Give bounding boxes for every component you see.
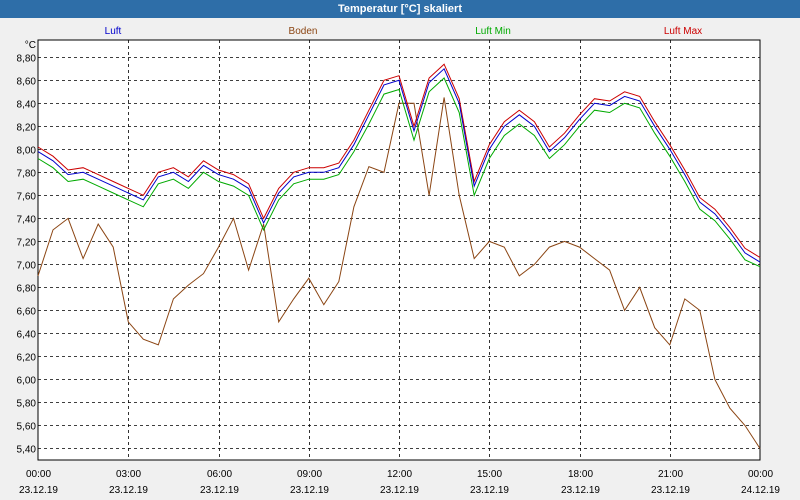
x-tick-date-label: 23.12.19 — [380, 485, 419, 496]
y-tick-label: 6,80 — [17, 284, 37, 295]
x-tick-date-label: 23.12.19 — [651, 485, 690, 496]
legend-entry-boden: Boden — [289, 26, 318, 37]
x-tick-date-label: 23.12.19 — [470, 485, 509, 496]
y-tick-label: 8,60 — [17, 77, 37, 88]
y-tick-label: 6,40 — [17, 330, 37, 341]
x-tick-date-label: 23.12.19 — [19, 485, 58, 496]
y-tick-label: 8,80 — [17, 54, 37, 65]
x-tick-time-label: 15:00 — [477, 469, 502, 480]
y-tick-label: 7,40 — [17, 215, 37, 226]
y-tick-label: 5,80 — [17, 399, 37, 410]
x-tick-time-label: 21:00 — [658, 469, 683, 480]
y-tick-label: 6,60 — [17, 307, 37, 318]
y-axis-unit-label: °C — [25, 40, 36, 51]
x-tick-time-label: 03:00 — [116, 469, 141, 480]
window-title: Temperatur [°C] skaliert — [0, 0, 800, 18]
series-line-luft — [37, 67, 761, 263]
legend-entry-luft-max: Luft Max — [664, 26, 702, 37]
y-tick-label: 8,20 — [17, 123, 37, 134]
y-tick-label: 5,40 — [17, 445, 37, 456]
x-tick-time-label: 12:00 — [387, 469, 412, 480]
x-tick-date-label: 23.12.19 — [561, 485, 600, 496]
series-line-luft-min — [37, 77, 761, 268]
legend-entry-luft: Luft — [105, 26, 122, 37]
x-tick-time-label: 00:00 — [748, 469, 773, 480]
y-tick-label: 6,00 — [17, 376, 37, 387]
x-tick-date-label: 23.12.19 — [109, 485, 148, 496]
y-tick-label: 5,60 — [17, 422, 37, 433]
y-tick-label: 8,40 — [17, 100, 37, 111]
legend-entry-luft-min: Luft Min — [475, 26, 511, 37]
y-tick-label: 7,80 — [17, 169, 37, 180]
series-line-luft-max — [37, 63, 761, 258]
x-tick-time-label: 00:00 — [26, 469, 51, 480]
plot-area — [37, 39, 761, 461]
x-tick-time-label: 18:00 — [568, 469, 593, 480]
y-tick-label: 7,60 — [17, 192, 37, 203]
y-tick-label: 7,20 — [17, 238, 37, 249]
x-tick-time-label: 09:00 — [297, 469, 322, 480]
y-tick-label: 6,20 — [17, 353, 37, 364]
y-tick-label: 8,00 — [17, 146, 37, 157]
x-tick-date-label: 23.12.19 — [290, 485, 329, 496]
x-tick-date-label: 24.12.19 — [741, 485, 780, 496]
x-tick-time-label: 06:00 — [207, 469, 232, 480]
series-line-boden — [37, 97, 761, 449]
chart: 5,40 5,60 5,80 6,00 6,20 6,40 6,60 6,80 7,00 7,20… — [17, 26, 781, 496]
x-tick-date-label: 23.12.19 — [200, 485, 239, 496]
y-tick-label: 7,00 — [17, 261, 37, 272]
